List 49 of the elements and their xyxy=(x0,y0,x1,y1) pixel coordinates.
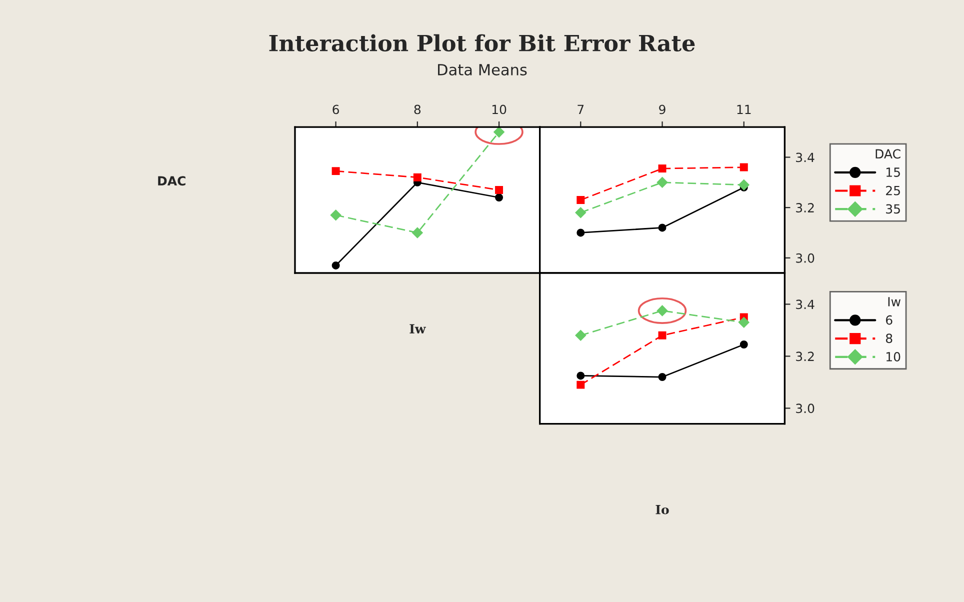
point xyxy=(413,173,422,182)
point xyxy=(740,340,748,348)
point xyxy=(658,331,666,340)
legend-title: Iw xyxy=(888,297,901,306)
x-tick-label: 7 xyxy=(578,104,584,114)
point xyxy=(738,179,750,190)
y-axis-title: DAC xyxy=(158,176,186,186)
x-tick-label: 11 xyxy=(737,104,751,114)
chart-title: Interaction Plot for Bit Error Rate xyxy=(269,34,695,52)
point xyxy=(740,163,748,172)
point xyxy=(658,224,666,232)
y-tick-label: 3.2 xyxy=(796,352,814,362)
y-axis-title: Iw xyxy=(410,324,426,334)
point xyxy=(738,316,750,328)
x-tick-label: 9 xyxy=(659,104,666,114)
point xyxy=(495,194,504,202)
y-tick-label: 3.0 xyxy=(796,404,814,414)
point xyxy=(658,373,666,381)
y-tick-label: 3.0 xyxy=(796,253,814,263)
point xyxy=(412,227,423,238)
legend-label: 25 xyxy=(886,186,900,196)
point xyxy=(495,186,504,194)
point xyxy=(656,176,668,188)
chart-subtitle: Data Means xyxy=(438,64,527,76)
legend-label: 15 xyxy=(886,168,900,177)
y-tick-label: 3.2 xyxy=(796,203,814,212)
legend-label: 6 xyxy=(886,315,892,325)
y-tick-label: 3.4 xyxy=(796,152,814,162)
point xyxy=(576,228,585,237)
x-tick-label: 10 xyxy=(492,104,506,114)
y-tick-label: 3.4 xyxy=(796,300,814,310)
point xyxy=(576,380,585,389)
point xyxy=(576,372,585,380)
point xyxy=(332,261,340,270)
legend-label: 10 xyxy=(886,352,900,362)
legend-label: 8 xyxy=(886,334,892,344)
point xyxy=(330,210,342,221)
point xyxy=(494,127,504,138)
legend-label: 35 xyxy=(886,204,900,214)
point xyxy=(658,164,666,173)
x-axis-title: Io xyxy=(656,504,669,514)
x-tick-label: 8 xyxy=(414,104,421,114)
point xyxy=(656,305,668,316)
point xyxy=(575,330,586,341)
point xyxy=(332,167,340,176)
legend-title: DAC xyxy=(876,149,900,159)
point xyxy=(576,196,585,204)
point xyxy=(575,207,586,218)
x-tick-label: 6 xyxy=(332,104,339,114)
